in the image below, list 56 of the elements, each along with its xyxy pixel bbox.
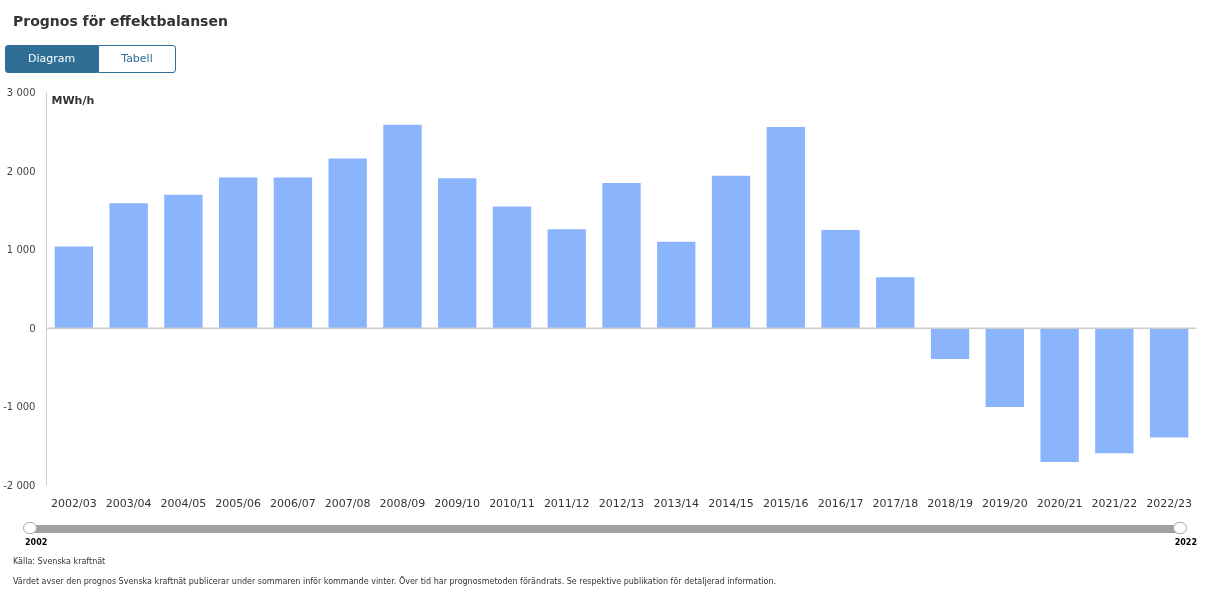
x-tick-label: 2015/16 — [762, 496, 809, 510]
text: Värdet avser den prognos Svenska kraftnät publicerar under sommaren inför kommande vinter. Över tid har prognosmetoden förändrats. Se respektive publikation för detaljerad information. — [13, 575, 778, 588]
bar — [438, 178, 477, 329]
y-tick-label: 1 000 — [6, 244, 36, 256]
x-tick-label: 2016/17 — [817, 496, 864, 510]
bar — [492, 206, 532, 329]
bar — [547, 229, 586, 329]
bar — [219, 177, 258, 329]
bar — [930, 328, 970, 359]
y-tick-label: -1 000 — [3, 401, 36, 413]
bar — [766, 127, 805, 329]
bar — [821, 230, 860, 329]
x-tick-label: 2012/13 — [598, 496, 645, 510]
x-tick-label: 2017/18 — [872, 496, 919, 510]
bar — [1149, 328, 1189, 438]
bar — [657, 241, 696, 329]
x-tick-label: 2018/19 — [927, 496, 973, 510]
chart-title: Prognos för effektbalansen — [13, 12, 228, 31]
x-tick-label: 2005/06 — [215, 496, 262, 510]
x-tick-label: 2022/23 — [1146, 496, 1192, 510]
text: Källa: Svenska kraftnät — [13, 556, 107, 568]
text: 2002 — [25, 537, 48, 549]
x-tick-label: 2010/11 — [489, 496, 535, 510]
bar — [602, 182, 641, 329]
y-tick-label: 2 000 — [6, 165, 36, 177]
x-tick-label: 2007/08 — [324, 496, 371, 510]
y-axis-title: MWh/h — [51, 93, 95, 107]
y-tick-label: 3 000 — [6, 87, 36, 98]
x-tick-label: 2014/15 — [708, 496, 754, 510]
x-tick-label: 2020/21 — [1036, 496, 1083, 510]
bar — [383, 124, 422, 329]
bar — [328, 158, 367, 329]
bar — [876, 277, 915, 329]
x-tick-label: 2011/12 — [543, 496, 590, 510]
text: Diagram — [5, 45, 99, 73]
y-tick-label: -2 000 — [3, 480, 36, 491]
bar — [273, 177, 313, 329]
bar — [109, 203, 148, 329]
bar — [985, 328, 1024, 407]
x-tick-label: 2021/22 — [1091, 496, 1138, 510]
text: 2022 — [1174, 537, 1197, 549]
x-tick-label: 2013/14 — [653, 496, 700, 510]
bar — [54, 246, 94, 329]
text: Tabell — [98, 45, 176, 73]
y-tick-label: 0 — [29, 322, 36, 334]
bar — [1095, 328, 1134, 454]
x-tick-label: 2008/09 — [379, 496, 426, 510]
x-tick-label: 2002/03 — [51, 496, 97, 510]
x-tick-label: 2019/20 — [981, 496, 1028, 510]
bar — [164, 194, 203, 329]
x-tick-label: 2003/04 — [105, 496, 152, 510]
x-tick-label: 2006/07 — [270, 496, 316, 510]
bar — [1040, 328, 1079, 462]
bar — [711, 175, 751, 329]
x-tick-label: 2009/10 — [434, 496, 481, 510]
x-tick-label: 2004/05 — [160, 496, 207, 510]
